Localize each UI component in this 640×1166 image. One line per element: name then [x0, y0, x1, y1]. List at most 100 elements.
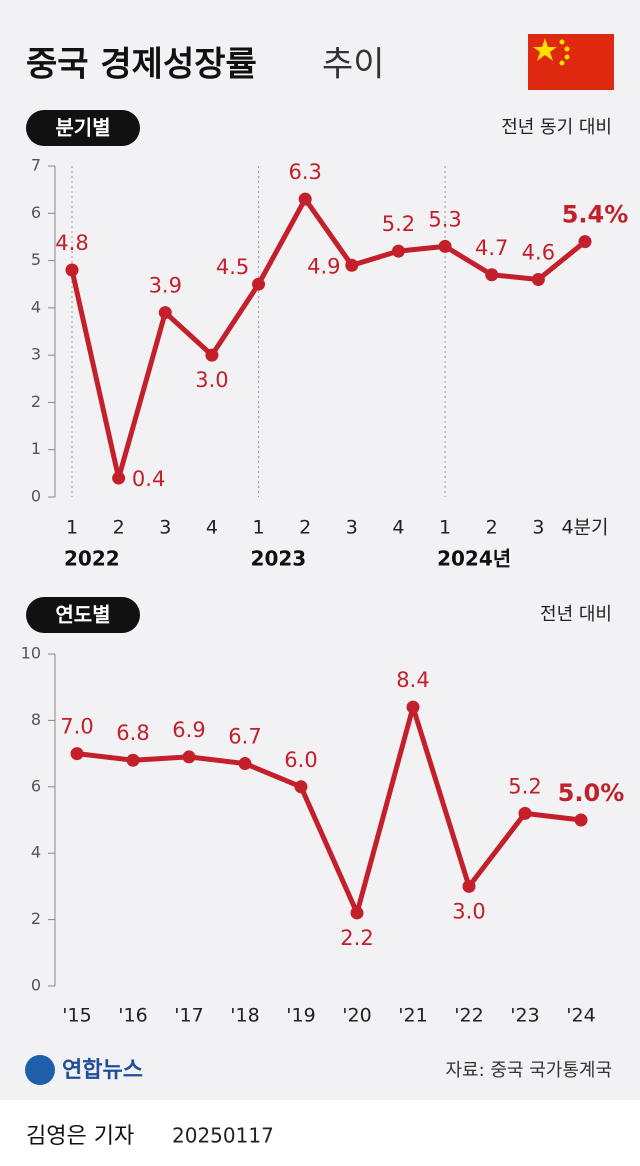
- y-tick-label: 3: [31, 345, 41, 364]
- unit-note: 전년 동기 대비: [501, 117, 612, 138]
- value-label: 3.0: [195, 368, 228, 392]
- point: [126, 753, 140, 767]
- value-label: 6.8: [116, 721, 149, 745]
- x-tick-label: 3: [159, 517, 171, 539]
- x-tick-label: 4분기: [561, 517, 608, 539]
- x-tick-label: '15: [62, 1005, 91, 1027]
- point: [252, 277, 266, 291]
- date: 20250117: [172, 1124, 274, 1148]
- value-label: 5.2: [508, 774, 541, 798]
- y-tick-label: 8: [31, 710, 41, 729]
- point: [462, 879, 476, 893]
- value-label: 4.8: [55, 231, 88, 255]
- point: [205, 348, 219, 362]
- point: [406, 700, 420, 714]
- point: [182, 750, 196, 764]
- x-tick-label: '16: [118, 1005, 147, 1027]
- x-tick-label: 1: [252, 517, 264, 539]
- year-label: 2024년: [437, 547, 511, 571]
- value-label: 4.5: [216, 255, 249, 279]
- china-flag: [528, 34, 614, 90]
- x-tick-label: '17: [174, 1005, 203, 1027]
- footer-band: [0, 1100, 640, 1166]
- value-label: 6.0: [284, 748, 317, 772]
- value-label: 2.2: [340, 926, 373, 950]
- section-badge: [26, 597, 140, 633]
- year-label: 2022: [64, 547, 120, 571]
- y-tick-label: 10: [21, 644, 41, 663]
- x-tick-label: '18: [230, 1005, 259, 1027]
- value-label: 7.0: [60, 715, 93, 739]
- point: [485, 268, 499, 282]
- x-tick-label: 1: [439, 517, 451, 539]
- x-tick-label: '24: [566, 1005, 595, 1027]
- background: [0, 0, 640, 1100]
- logo-icon: [25, 1055, 55, 1085]
- point: [345, 258, 359, 272]
- value-label: 3.9: [149, 274, 182, 298]
- y-tick-label: 6: [31, 203, 41, 222]
- x-tick-label: 4: [206, 517, 218, 539]
- x-tick-label: 3: [532, 517, 544, 539]
- value-label: 5.2: [382, 212, 415, 236]
- unit-note: 전년 대비: [540, 604, 612, 625]
- point: [391, 244, 405, 258]
- x-tick-label: 2: [113, 517, 125, 539]
- source: 자료: 중국 국가통계국: [445, 1060, 612, 1081]
- title-suffix: 추이: [322, 45, 385, 85]
- section-label: 연도별: [55, 603, 110, 627]
- point: [238, 757, 252, 771]
- y-tick-label: 5: [31, 250, 41, 269]
- title: 중국 경제성장률: [26, 45, 257, 85]
- y-tick-label: 1: [31, 439, 41, 458]
- y-tick-label: 7: [31, 156, 41, 175]
- point: [531, 272, 545, 286]
- point: [518, 806, 532, 820]
- section-label: 분기별: [55, 116, 110, 140]
- y-tick-label: 4: [31, 843, 41, 862]
- point: [350, 906, 364, 920]
- value-label: 3.0: [452, 899, 485, 923]
- logo-text: 연합뉴스: [62, 1057, 143, 1083]
- value-label: 6.7: [228, 725, 261, 749]
- x-tick-label: '21: [398, 1005, 427, 1027]
- point: [112, 471, 126, 485]
- y-tick-label: 2: [31, 909, 41, 928]
- point: [65, 263, 79, 277]
- reporter: 김영은 기자: [26, 1124, 134, 1149]
- y-tick-label: 0: [31, 487, 41, 506]
- point: [298, 192, 312, 206]
- y-tick-label: 0: [31, 976, 41, 995]
- line: [69, 196, 587, 481]
- point: [70, 747, 84, 761]
- x-tick-label: 3: [346, 517, 358, 539]
- x-tick-label: '23: [510, 1005, 539, 1027]
- y-tick-label: 4: [31, 297, 41, 316]
- value-label: 8.4: [396, 668, 429, 692]
- x-tick-label: 2: [299, 517, 311, 539]
- value-label: 5.4%: [562, 201, 629, 229]
- value-label: 6.9: [172, 718, 205, 742]
- point: [574, 813, 588, 827]
- line: [76, 704, 582, 916]
- point: [158, 306, 172, 320]
- x-tick-label: 4: [392, 517, 404, 539]
- x-tick-label: '20: [342, 1005, 371, 1027]
- point: [578, 235, 592, 249]
- x-tick-label: '19: [286, 1005, 315, 1027]
- value-label: 4.6: [522, 240, 555, 264]
- y-tick-label: 2: [31, 392, 41, 411]
- value-label: 4.9: [307, 254, 340, 278]
- value-label: 5.0%: [558, 779, 625, 807]
- point: [438, 239, 452, 253]
- x-tick-label: 2: [486, 517, 498, 539]
- x-tick-label: '22: [454, 1005, 483, 1027]
- value-label: 0.4: [132, 467, 165, 491]
- point: [294, 780, 308, 794]
- section-badge: [26, 110, 140, 146]
- value-label: 5.3: [428, 207, 461, 231]
- value-label: 6.3: [288, 160, 321, 184]
- x-tick-label: 1: [66, 517, 78, 539]
- value-label: 4.7: [475, 236, 508, 260]
